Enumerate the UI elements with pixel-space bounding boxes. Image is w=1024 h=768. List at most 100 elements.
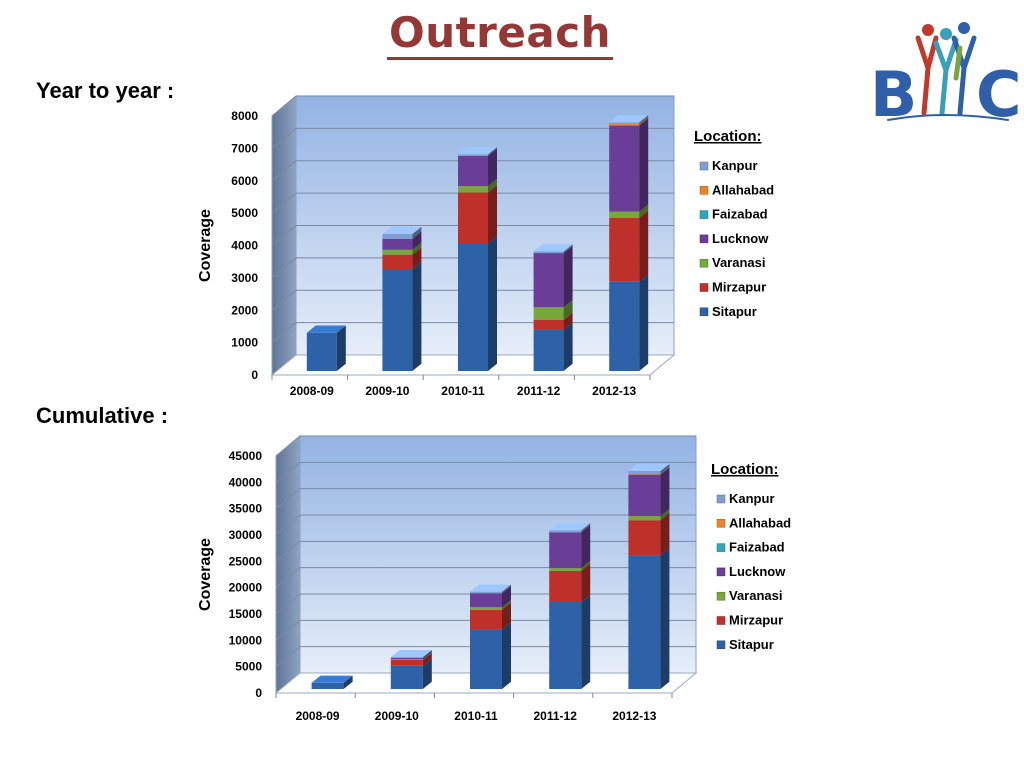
- bar-segment-sitapur: [458, 243, 488, 371]
- gridline-side: [271, 225, 297, 246]
- legend-swatch-varanasi: [699, 258, 709, 268]
- gridline-side: [271, 127, 297, 149]
- bar-stack-2012-13: [628, 463, 670, 689]
- legend-label-faizabad: Faizabad: [712, 207, 768, 222]
- bar-side-kanpur: [581, 523, 591, 533]
- gridline-side: [275, 514, 301, 536]
- bar-side-kanpur: [412, 226, 422, 239]
- y-tick-label: 0: [251, 368, 258, 382]
- bar-side-lucknow: [660, 467, 670, 517]
- y-tick-label: 7000: [231, 141, 258, 155]
- bar-segment-allahabad: [628, 474, 661, 475]
- bar-segment-lucknow: [390, 657, 423, 660]
- y-tick-label: 15000: [229, 607, 263, 621]
- y-axis-label: Coverage: [197, 538, 214, 611]
- y-tick-label: 4000: [231, 239, 258, 253]
- bar-side-allahabad: [660, 466, 670, 475]
- bar-side-sitapur: [488, 236, 497, 371]
- section-label-cumulative: Cumulative :: [36, 403, 169, 428]
- gridline-side: [275, 646, 301, 668]
- bar-stack-2009-10: [390, 649, 432, 689]
- gridline-side: [271, 289, 297, 311]
- bar-top: [458, 147, 497, 155]
- y-tick-label: 6000: [231, 174, 258, 188]
- bar-segment-lucknow: [549, 532, 582, 569]
- bar-segment-sitapur: [382, 269, 413, 371]
- legend-label-faizabad: Faizabad: [729, 540, 785, 555]
- bar-side-lucknow: [563, 245, 573, 308]
- x-tick-label: 2011-12: [517, 384, 561, 398]
- bar-segment-kanpur: [549, 530, 582, 533]
- bar-top: [306, 325, 346, 333]
- bar-segment-kanpur: [609, 122, 640, 124]
- bar-side-sitapur: [336, 325, 346, 371]
- bar-side-sitapur: [422, 658, 432, 689]
- bar-side-lucknow: [412, 231, 422, 250]
- bar-side-kanpur: [502, 584, 511, 594]
- bar-stack-2011-12: [549, 523, 591, 689]
- legend-label-varanasi: Varanasi: [729, 588, 783, 603]
- section-label-year-to-year: Year to year :: [36, 78, 175, 103]
- x-tick-label: 2010-11: [441, 384, 485, 398]
- gridline-side: [271, 95, 297, 117]
- legend-swatch-faizabad: [716, 543, 726, 552]
- gridline-side: [271, 192, 297, 214]
- x-tick-label: 2012-13: [592, 384, 636, 398]
- bar-side-mirzapur: [412, 247, 422, 269]
- bar-side-mirzapur: [639, 210, 649, 282]
- bar-segment-lucknow: [382, 238, 413, 250]
- legend-label-allahabad: Allahabad: [729, 515, 791, 530]
- legend-swatch-lucknow: [699, 234, 709, 244]
- legend-swatch-faizabad: [699, 210, 709, 219]
- bar-side-lucknow: [639, 118, 649, 212]
- bar-side-kanpur: [422, 649, 432, 658]
- y-tick-label: 0: [255, 686, 262, 700]
- bar-stack-2011-12: [533, 244, 573, 371]
- bar-segment-lucknow: [470, 593, 502, 608]
- byc-logo: B C: [870, 22, 1018, 131]
- legend-label-kanpur: Kanpur: [729, 491, 775, 506]
- bar-segment-kanpur: [628, 471, 661, 475]
- y-tick-label: 5000: [235, 660, 262, 674]
- bar-segment-kanpur: [470, 591, 502, 594]
- legend-label-lucknow: Lucknow: [729, 564, 786, 579]
- gridline-side: [275, 593, 301, 615]
- bar-segment-allahabad: [609, 123, 640, 126]
- bar-segment-lucknow: [458, 155, 488, 187]
- legend-label-mirzapur: Mirzapur: [712, 280, 766, 295]
- legend-label-allahabad: Allahabad: [712, 182, 774, 197]
- bar-segment-kanpur: [382, 233, 413, 239]
- gridline-side: [275, 461, 301, 483]
- bar-side-sitapur: [412, 261, 422, 371]
- y-tick-label: 40000: [229, 475, 263, 489]
- bar-segment-varanasi: [609, 211, 640, 218]
- bar-stack-2010-11: [470, 584, 511, 689]
- legend-swatch-lucknow: [716, 567, 726, 577]
- bar-segment-lucknow: [533, 253, 564, 308]
- bar-segment-mirzapur: [628, 520, 661, 556]
- bar-side-lucknow: [581, 525, 591, 569]
- x-tick-label: 2012-13: [612, 709, 656, 723]
- bar-stack-2010-11: [458, 147, 497, 371]
- bar-segment-mirzapur: [470, 609, 502, 630]
- bar-side-sitapur: [660, 548, 670, 689]
- bar-side-sitapur: [502, 622, 511, 689]
- bar-side-varanasi: [660, 508, 670, 521]
- bar-stack-2008-09: [306, 325, 346, 371]
- legend-swatch-allahabad: [716, 519, 726, 528]
- legend-label-lucknow: Lucknow: [712, 231, 769, 246]
- y-tick-label: 45000: [229, 449, 263, 463]
- bar-segment-mirzapur: [533, 320, 564, 330]
- bar-side-varanasi: [502, 599, 511, 610]
- bar-side-varanasi: [639, 204, 649, 218]
- bar-top: [533, 244, 573, 252]
- legend-swatch-sitapur: [716, 640, 726, 650]
- bar-segment-sitapur: [306, 332, 337, 371]
- legend-title: Location:: [694, 128, 762, 145]
- bar-top: [549, 523, 591, 531]
- bar-side-varanasi: [412, 242, 422, 255]
- y-tick-label: 3000: [231, 271, 258, 285]
- bar-segment-varanasi: [470, 607, 502, 610]
- bar-side-varanasi: [563, 300, 573, 320]
